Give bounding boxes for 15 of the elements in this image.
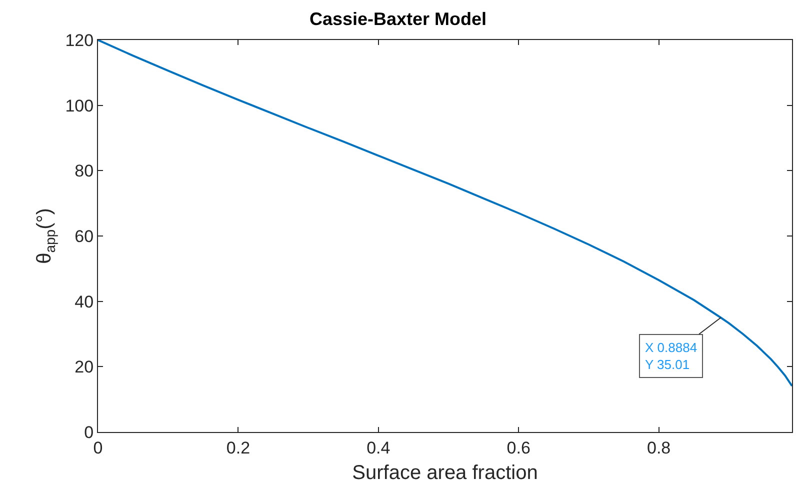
y-tick-label: 60 — [74, 226, 94, 246]
x-tick-label: 0.6 — [506, 438, 530, 458]
x-tick-label: 0.4 — [366, 438, 390, 458]
annotation: X 0.8884 Y 35.01 — [645, 340, 698, 372]
x-axis-title: Surface area fraction — [352, 462, 538, 484]
y-tick-label: 0 — [84, 422, 94, 442]
x-tick-label: 0.8 — [646, 438, 671, 458]
chart-title: Cassie-Baxter Model — [309, 8, 487, 29]
x-tick-label: 0.2 — [226, 438, 250, 458]
y-tick-label: 80 — [74, 162, 94, 181]
y-tick-label: 20 — [74, 358, 94, 377]
y-tick-label: 40 — [74, 292, 94, 312]
line-series — [98, 40, 792, 387]
y-tick-label: 100 — [65, 96, 94, 116]
y-tick-label: 120 — [65, 30, 94, 50]
